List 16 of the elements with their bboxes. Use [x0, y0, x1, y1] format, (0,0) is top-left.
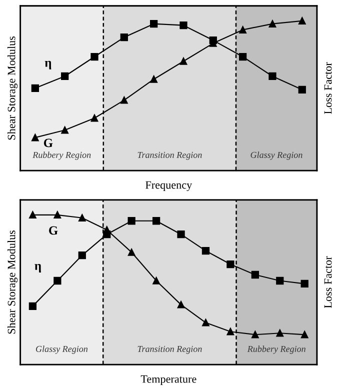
annotation: Transition Region [138, 152, 202, 160]
x-axis-title: Frequency [146, 181, 192, 192]
annotation: Glassy Region [36, 346, 88, 354]
series-label: G [44, 138, 53, 148]
series-label: G [49, 226, 58, 235]
series-label: η [34, 264, 41, 273]
annotation: Glassy Region [250, 152, 302, 160]
y2-axis-title: Loss Factor [324, 62, 332, 114]
annotation: Rubbery Region [247, 346, 306, 354]
y-axis-title: Shear Storage Modulus [7, 230, 18, 334]
x-axis-title: Temperature [140, 375, 196, 386]
y-axis-title: Shear Storage Modulus [7, 36, 18, 140]
y2-axis-title: Loss Factor [324, 256, 332, 308]
annotation: Rubbery Region [32, 152, 91, 160]
series-label: η [44, 60, 52, 70]
annotation: Transition Region [138, 346, 202, 354]
